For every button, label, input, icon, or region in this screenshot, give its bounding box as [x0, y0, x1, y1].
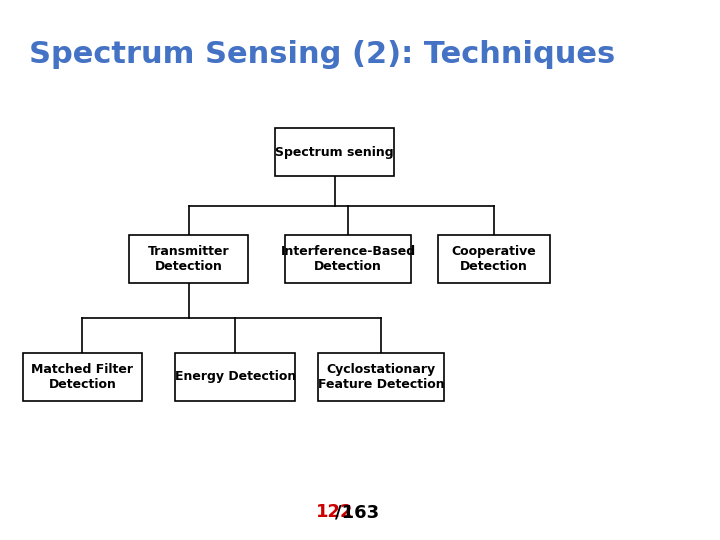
FancyBboxPatch shape [438, 235, 551, 284]
FancyBboxPatch shape [318, 353, 444, 401]
Text: Spectrum Sensing (2): Techniques: Spectrum Sensing (2): Techniques [30, 40, 616, 69]
Text: 122: 122 [316, 503, 354, 521]
Text: Cooperative
Detection: Cooperative Detection [451, 245, 536, 273]
Text: Interference-Based
Detection: Interference-Based Detection [280, 245, 415, 273]
FancyBboxPatch shape [23, 353, 142, 401]
Text: Spectrum sening: Spectrum sening [276, 146, 394, 159]
Text: Energy Detection: Energy Detection [174, 370, 296, 383]
Text: /163: /163 [336, 503, 379, 521]
Text: Transmitter
Detection: Transmitter Detection [148, 245, 230, 273]
FancyBboxPatch shape [275, 129, 395, 177]
Text: Matched Filter
Detection: Matched Filter Detection [32, 363, 133, 391]
Text: Cyclostationary
Feature Detection: Cyclostationary Feature Detection [318, 363, 444, 391]
FancyBboxPatch shape [176, 353, 295, 401]
FancyBboxPatch shape [285, 235, 411, 284]
FancyBboxPatch shape [129, 235, 248, 284]
